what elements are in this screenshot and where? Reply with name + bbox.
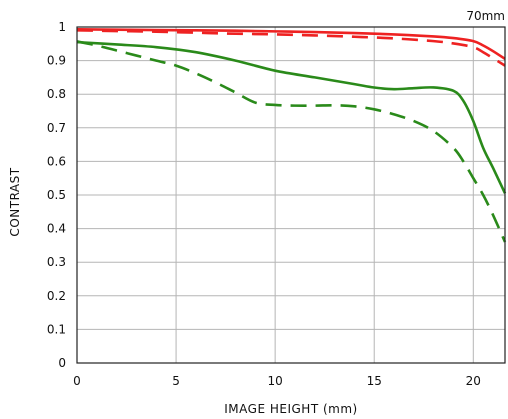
y-tick-label: 0.7: [47, 121, 66, 135]
x-tick-label: 0: [73, 374, 81, 388]
y-tick-label: 0.3: [47, 255, 66, 269]
y-tick-label: 0.5: [47, 188, 66, 202]
x-tick-labels: 0 5 10 15 20: [73, 374, 481, 388]
y-tick-label: 0.6: [47, 154, 66, 168]
series-line-4: [76, 40, 507, 243]
series-line-3: [76, 40, 507, 194]
x-tick-label: 20: [466, 374, 481, 388]
y-tick-label: 0.8: [47, 87, 66, 101]
y-tick-label: 1: [58, 20, 66, 34]
y-tick-label: 0.2: [47, 289, 66, 303]
x-tick-label: 15: [367, 374, 382, 388]
x-tick-label: 5: [172, 374, 180, 388]
y-tick-label: 0.4: [47, 222, 66, 236]
focal-length-annotation: 70mm: [466, 9, 505, 23]
y-tick-label: 0.9: [47, 54, 66, 68]
grid-lines: [77, 27, 505, 363]
y-tick-labels: 0 0.1 0.2 0.3 0.4 0.5 0.6 0.7 0.8 0.9 1: [47, 20, 66, 370]
y-axis-label: CONTRAST: [8, 167, 22, 236]
x-axis-label: IMAGE HEIGHT (mm): [224, 402, 357, 416]
series-line-1: [76, 28, 506, 61]
series-line-2: [76, 29, 506, 67]
y-tick-label: 0.1: [47, 322, 66, 336]
x-tick-label: 10: [268, 374, 283, 388]
series-layer: [76, 28, 507, 243]
y-tick-label: 0: [58, 356, 66, 370]
plot-frame: [76, 26, 506, 364]
